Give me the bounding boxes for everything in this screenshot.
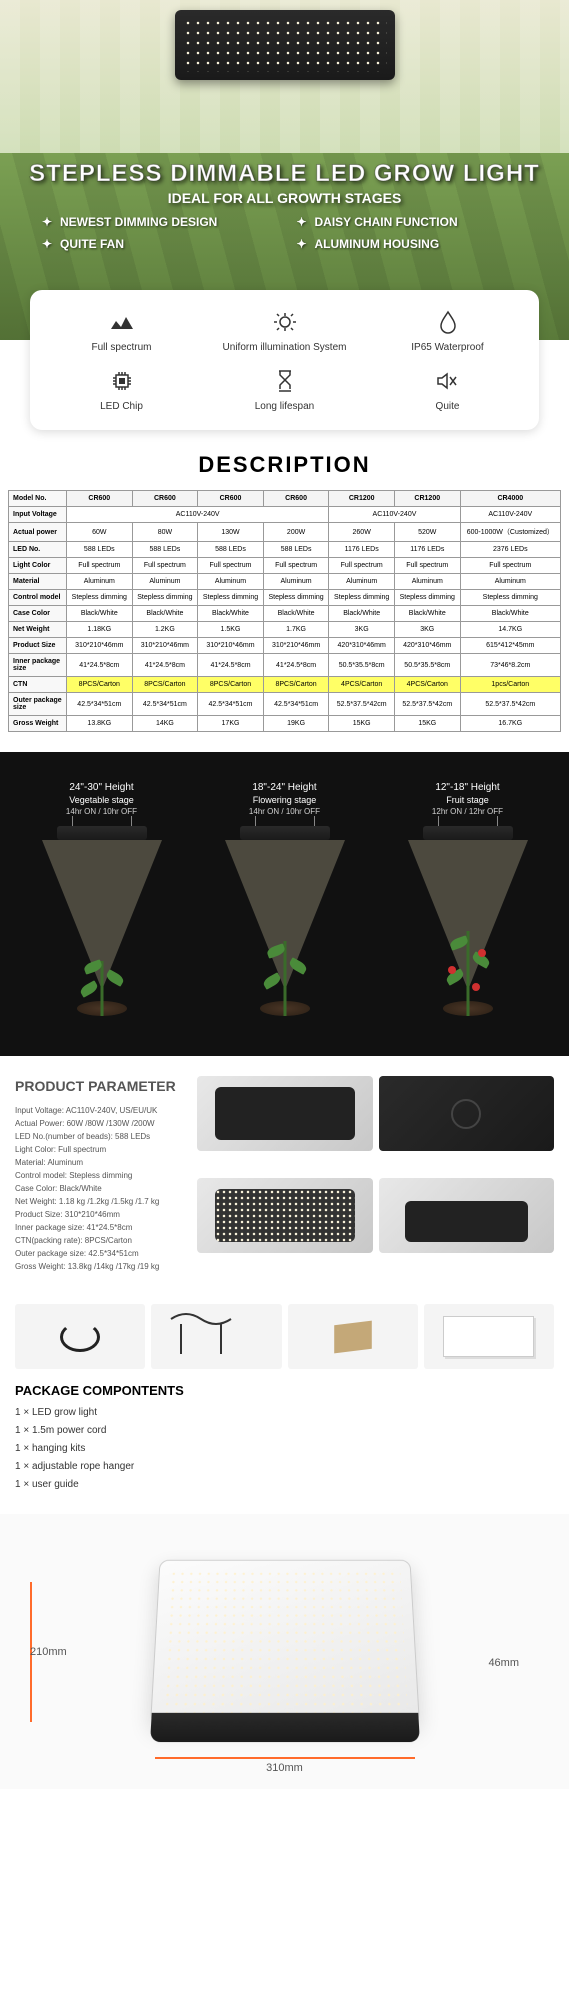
param-line: Inner package size: 41*24.5*8cm xyxy=(15,1222,185,1234)
spec-item: Quite xyxy=(366,367,529,412)
package-item: 1 × LED grow light xyxy=(15,1404,554,1422)
waterproof-icon xyxy=(366,308,529,336)
product-image-back xyxy=(379,1076,555,1151)
package-item: 1 × user guide xyxy=(15,1476,554,1494)
growth-stage: 24"-30" HeightVegetable stage14hr ON / 1… xyxy=(10,782,193,1026)
quiet-icon xyxy=(366,367,529,395)
param-line: Net Weight: 1.18 kg /1.2kg /1.5kg /1.7 k… xyxy=(15,1196,185,1208)
hero-feature: ✦NEWEST DIMMING DESIGN xyxy=(40,215,275,229)
pkg-image-box xyxy=(288,1304,418,1369)
package-images xyxy=(15,1304,554,1369)
pkg-image-cable xyxy=(15,1304,145,1369)
dimensions-section: 210mm 46mm 310mm xyxy=(0,1514,569,1789)
illumination-icon xyxy=(203,308,366,336)
package-list: 1 × LED grow light1 × 1.5m power cord1 ×… xyxy=(0,1404,569,1514)
dimensions-image xyxy=(150,1560,420,1724)
param-line: Gross Weight: 13.8kg /14kg /17kg /19 kg xyxy=(15,1261,185,1273)
hero-feature: ✦DAISY CHAIN FUNCTION xyxy=(295,215,530,229)
product-hero-image xyxy=(175,10,395,80)
pkg-image-manual xyxy=(424,1304,554,1369)
growth-stage: 12"-18" HeightFruit stage12hr ON / 12hr … xyxy=(376,782,559,1026)
product-image-lit xyxy=(197,1178,373,1253)
chip-icon xyxy=(40,367,203,395)
sparkle-icon: ✦ xyxy=(40,215,54,229)
param-line: Material: Aluminum xyxy=(15,1157,185,1169)
hero-title: STEPLESS DIMMABLE LED GROW LIGHT xyxy=(0,160,569,188)
param-section: PRODUCT PARAMETER Input Voltage: AC110V-… xyxy=(0,1056,569,1294)
package-item: 1 × adjustable rope hanger xyxy=(15,1458,554,1476)
param-line: Control model: Stepless dimming xyxy=(15,1170,185,1182)
param-line: CTN(packing rate): 8PCS/Carton xyxy=(15,1235,185,1247)
spec-card: Full spectrum Uniform illumination Syste… xyxy=(30,290,539,430)
dim-depth: 46mm xyxy=(488,1657,519,1669)
hero-banner: STEPLESS DIMMABLE LED GROW LIGHT IDEAL F… xyxy=(0,0,569,340)
sparkle-icon: ✦ xyxy=(295,237,309,251)
product-image-front xyxy=(197,1076,373,1151)
hero-feature: ✦QUITE FAN xyxy=(40,237,275,251)
hero-feature: ✦ALUMINUM HOUSING xyxy=(295,237,530,251)
param-line: Product Size: 310*210*46mm xyxy=(15,1209,185,1221)
param-line: Case Color: Black/White xyxy=(15,1183,185,1195)
lifespan-icon xyxy=(203,367,366,395)
sparkle-icon: ✦ xyxy=(40,237,54,251)
param-line: LED No.(number of beads): 588 LEDs xyxy=(15,1131,185,1143)
param-line: Input Voltage: AC110V-240V, US/EU/UK xyxy=(15,1105,185,1117)
spectrum-icon xyxy=(40,308,203,336)
spec-item: Uniform illumination System xyxy=(203,308,366,353)
dim-height: 210mm xyxy=(30,1646,67,1658)
param-title: PRODUCT PARAMETER xyxy=(15,1076,185,1097)
hero-subtitle: IDEAL FOR ALL GROWTH STAGES xyxy=(0,190,569,206)
spec-item: LED Chip xyxy=(40,367,203,412)
spec-item: IP65 Waterproof xyxy=(366,308,529,353)
spec-table: Model No.CR600CR600CR600CR600CR1200CR120… xyxy=(8,490,561,732)
product-image-hanging xyxy=(379,1178,555,1253)
package-item: 1 × hanging kits xyxy=(15,1440,554,1458)
description-heading: DESCRIPTION xyxy=(0,452,569,478)
pkg-image-hanger xyxy=(151,1304,281,1369)
param-line: Light Color: Full spectrum xyxy=(15,1144,185,1156)
hero-feature-list: ✦NEWEST DIMMING DESIGN ✦DAISY CHAIN FUNC… xyxy=(40,215,529,251)
dim-width: 310mm xyxy=(266,1762,303,1774)
param-line: Actual Power: 60W /80W /130W /200W xyxy=(15,1118,185,1130)
param-line: Outer package size: 42.5*34*51cm xyxy=(15,1248,185,1260)
package-item: 1 × 1.5m power cord xyxy=(15,1422,554,1440)
spec-item: Full spectrum xyxy=(40,308,203,353)
package-title: PACKAGE COMPONTENTS xyxy=(15,1383,554,1398)
growth-stage: 18"-24" HeightFlowering stage14hr ON / 1… xyxy=(193,782,376,1026)
spec-item: Long lifespan xyxy=(203,367,366,412)
growth-stages: 24"-30" HeightVegetable stage14hr ON / 1… xyxy=(0,752,569,1056)
param-images xyxy=(197,1076,554,1274)
spec-table-wrap: Model No.CR600CR600CR600CR600CR1200CR120… xyxy=(0,490,569,752)
sparkle-icon: ✦ xyxy=(295,215,309,229)
